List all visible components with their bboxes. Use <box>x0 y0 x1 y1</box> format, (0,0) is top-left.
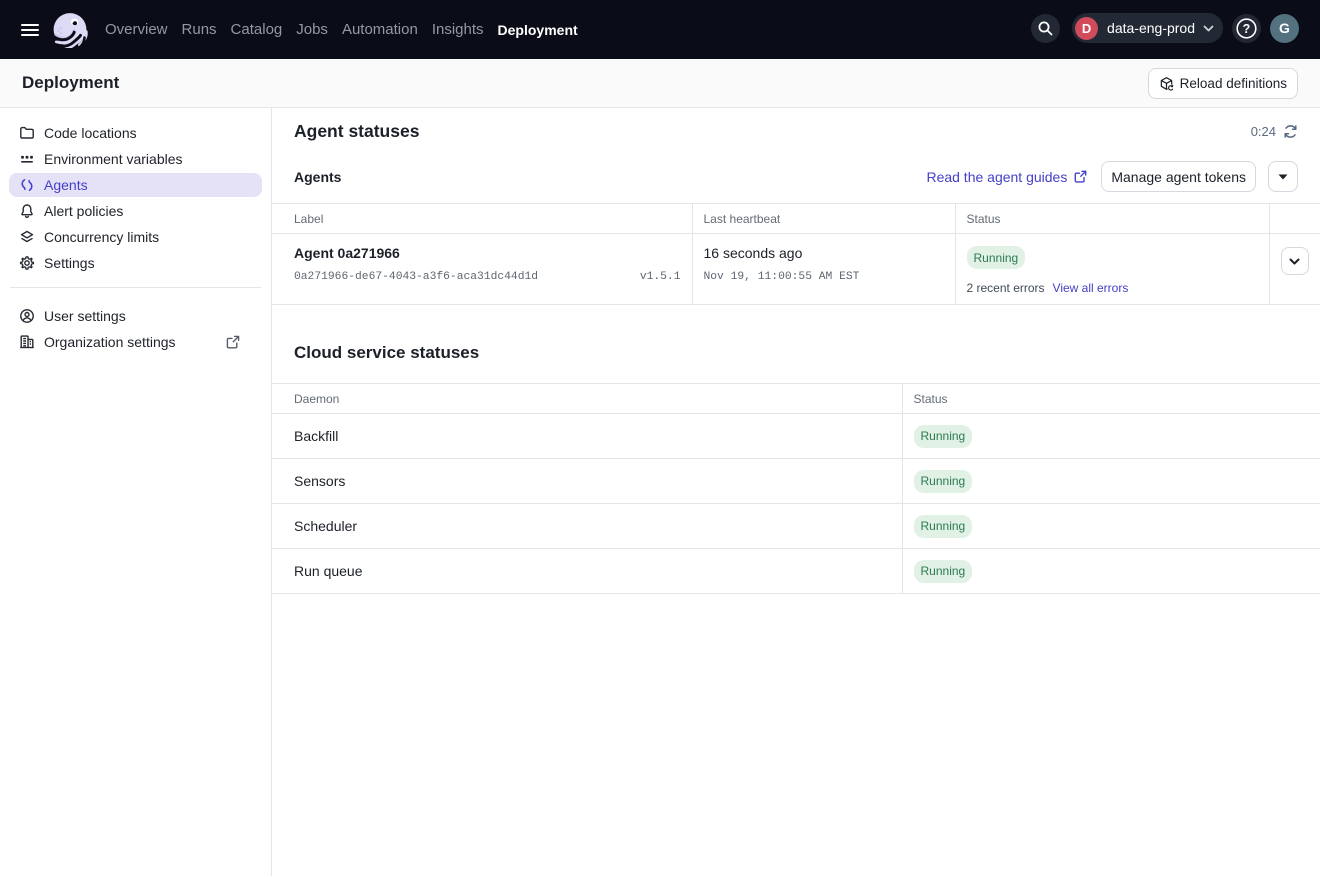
svg-text:?: ? <box>1243 21 1251 35</box>
